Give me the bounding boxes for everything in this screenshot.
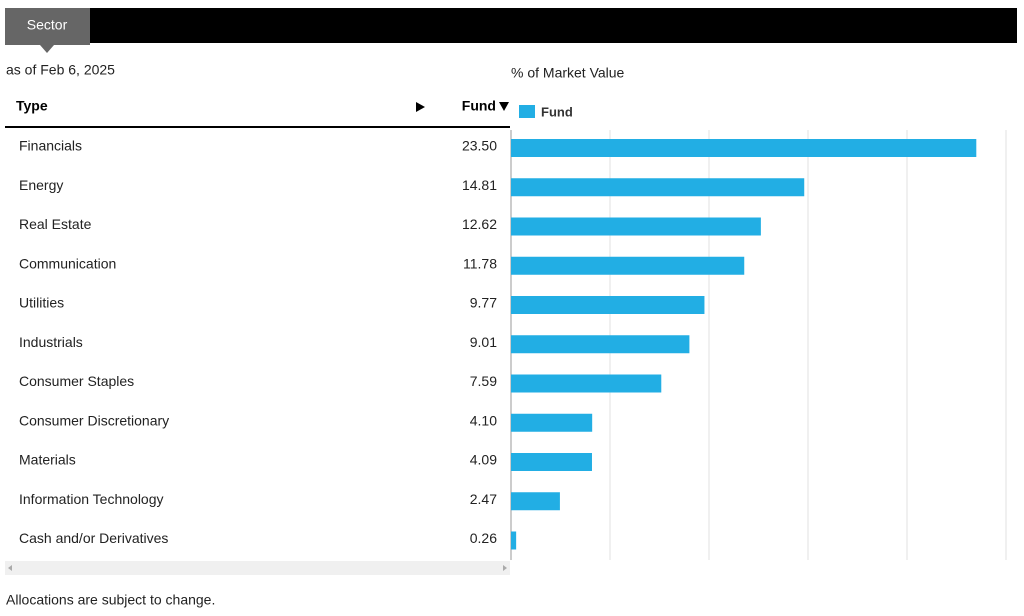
row-label: Consumer Discretionary xyxy=(19,412,169,428)
scroll-left[interactable] xyxy=(8,565,12,571)
row-label: Materials xyxy=(19,452,76,468)
row-label: Industrials xyxy=(19,334,83,350)
legend-label: Fund xyxy=(541,104,573,119)
bar xyxy=(511,374,662,393)
row-label: Utilities xyxy=(19,295,64,311)
row-label: Energy xyxy=(19,177,63,193)
footnote: Allocations are subject to change. xyxy=(6,592,215,608)
legend-swatch xyxy=(519,105,535,118)
row-value: 14.81 xyxy=(462,177,497,193)
row-value: 11.78 xyxy=(463,255,497,271)
tab-pointer xyxy=(40,45,54,53)
row-label: Consumer Staples xyxy=(19,373,134,389)
top-bar xyxy=(5,8,1017,43)
row-label: Financials xyxy=(19,138,82,154)
row-value: 9.01 xyxy=(470,334,497,350)
row-value: 4.10 xyxy=(470,412,497,428)
bar xyxy=(511,296,705,314)
bar xyxy=(511,335,690,354)
row-value: 2.47 xyxy=(470,491,497,507)
column-header[interactable]: Type xyxy=(16,98,48,114)
row-label: Information Technology xyxy=(19,491,164,507)
row-value: 7.59 xyxy=(470,373,497,389)
sort-icon[interactable] xyxy=(499,102,509,111)
bar xyxy=(511,413,593,432)
bar xyxy=(511,139,977,157)
bar xyxy=(511,453,592,471)
row-value: 23.50 xyxy=(462,138,497,154)
row-value: 0.26 xyxy=(470,530,497,546)
row-value: 12.62 xyxy=(462,216,497,232)
bar xyxy=(511,531,517,550)
expand-icon[interactable] xyxy=(416,102,425,112)
bar xyxy=(511,217,761,236)
row-label: Cash and/or Derivatives xyxy=(19,530,168,546)
row-value: 4.09 xyxy=(470,452,497,468)
column-header[interactable]: Fund xyxy=(462,98,496,114)
row-label: Communication xyxy=(19,255,116,271)
bar xyxy=(511,178,805,197)
scrollbar[interactable] xyxy=(5,561,510,575)
as-of-date: as of Feb 6, 2025 xyxy=(6,62,115,78)
chart-title: % of Market Value xyxy=(511,65,625,81)
scroll-right[interactable] xyxy=(503,565,507,571)
row-label: Real Estate xyxy=(19,216,92,232)
sector-tab[interactable] xyxy=(5,8,90,45)
bar xyxy=(511,492,560,511)
tab-label[interactable]: Sector xyxy=(27,17,68,33)
bar xyxy=(511,256,745,275)
row-value: 9.77 xyxy=(470,295,497,311)
